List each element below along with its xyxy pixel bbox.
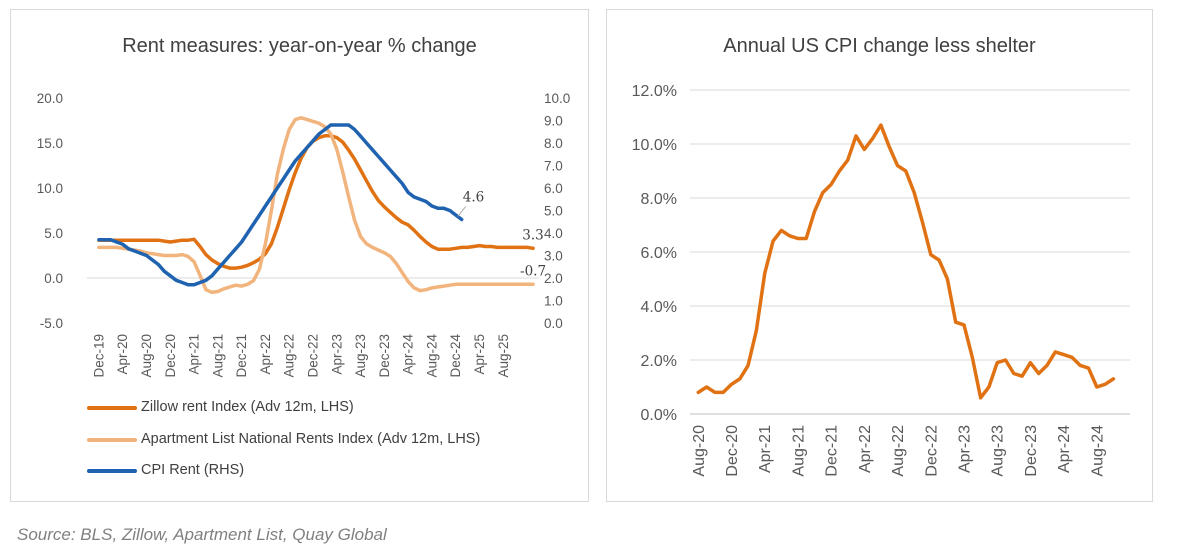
x-tick-label: Aug-23 — [353, 334, 368, 378]
y-right-tick-label: 3.0 — [544, 249, 563, 264]
legend-swatch-apartment-list — [87, 437, 137, 442]
x-tick-label: Aug-24 — [1089, 425, 1106, 477]
chart-title: Annual US CPI change less shelter — [723, 35, 1036, 57]
x-tick-label: Apr-22 — [258, 334, 273, 375]
x-tick-label: Dec-23 — [1023, 425, 1040, 477]
data-label-cpi-rent: 4.6 — [463, 190, 484, 206]
x-tick-label: Aug-21 — [790, 425, 807, 477]
data-label-leader-line — [457, 206, 467, 217]
legend-label-zillow: Zillow rent Index (Adv 12m, LHS) — [141, 399, 354, 415]
y-left-tick-label: 5.0 — [44, 226, 63, 241]
y-right-tick-label: 4.0 — [544, 226, 563, 241]
x-tick-label: Apr-23 — [956, 425, 973, 473]
x-tick-label: Aug-25 — [496, 334, 511, 378]
y-right-tick-label: 2.0 — [544, 271, 563, 286]
rent-measures-chart-panel: Rent measures: year-on-year % change 20.… — [10, 9, 589, 502]
x-tick-label: Apr-22 — [857, 425, 874, 473]
y-right-tick-label: 1.0 — [544, 294, 563, 309]
y-right-tick-label: 10.0 — [544, 91, 570, 106]
y-right-tick-label: 0.0 — [544, 316, 563, 331]
series-line-cpi-rent-rhs — [97, 123, 464, 287]
y-tick-label: 12.0% — [632, 83, 677, 100]
x-tick-label: Aug-21 — [210, 334, 225, 378]
data-label-apartment-list: -0.7 — [520, 263, 546, 279]
y-left-tick-label: 15.0 — [37, 136, 63, 151]
y-tick-label: 8.0% — [641, 191, 677, 208]
x-tick-label: Dec-21 — [824, 425, 841, 477]
y-right-tick-label: 9.0 — [544, 114, 563, 129]
rent-measures-plot: 20.0 15.0 10.0 5.0 0.0 -5.0 10.0 9.0 8.0 7.0 6.0 5.… — [37, 91, 571, 378]
x-tick-label: Dec-22 — [923, 425, 940, 477]
y-tick-label: 10.0% — [632, 137, 677, 154]
data-label-zillow: 3.3 — [522, 227, 543, 243]
cpi-less-shelter-plot: 12.0% 10.0% 8.0% 6.0% 4.0% 2.0% 0.0% Aug-20 Dec-… — [632, 83, 1130, 477]
x-tick-label: Aug-20 — [691, 425, 708, 477]
y-right-tick-label: 6.0 — [544, 181, 563, 196]
y-right-tick-label: 7.0 — [544, 159, 563, 174]
x-tick-label: Apr-21 — [757, 425, 774, 473]
legend-swatch-zillow — [87, 406, 137, 410]
y-right-tick-label: 5.0 — [544, 204, 563, 219]
source-note: Source: BLS, Zillow, Apartment List, Qua… — [17, 525, 387, 544]
x-tick-label: Aug-20 — [139, 334, 154, 378]
x-tick-label: Apr-24 — [1056, 425, 1073, 473]
x-tick-label: Dec-20 — [163, 334, 178, 378]
x-tick-label: Apr-23 — [329, 334, 344, 375]
legend-label-apartment-list: Apartment List National Rents Index (Adv… — [141, 430, 481, 447]
y-left-tick-label: 10.0 — [37, 181, 63, 196]
y-tick-label: 2.0% — [641, 353, 677, 370]
y-left-tick-label: 20.0 — [37, 91, 63, 106]
x-tick-label: Dec-24 — [448, 334, 463, 378]
x-tick-label: Apr-20 — [115, 334, 130, 375]
x-tick-label: Apr-25 — [472, 334, 487, 375]
y-tick-label: 4.0% — [641, 299, 677, 316]
y-right-tick-label: 8.0 — [544, 136, 563, 151]
x-tick-label: Dec-20 — [724, 425, 741, 477]
x-tick-label: Aug-22 — [890, 425, 907, 477]
y-left-tick-label: 0.0 — [44, 271, 63, 286]
series-line-cpi-less-shelter — [696, 123, 1116, 400]
x-tick-label: Dec-23 — [377, 334, 392, 378]
x-tick-label: Aug-23 — [990, 425, 1007, 477]
x-tick-label: Dec-21 — [234, 334, 249, 378]
x-tick-label: Dec-22 — [306, 334, 321, 378]
legend-swatch-cpi-rent — [87, 469, 137, 473]
chart-title: Rent measures: year-on-year % change — [122, 35, 477, 57]
x-tick-label: Aug-22 — [282, 334, 297, 378]
y-tick-label: 6.0% — [641, 245, 677, 262]
x-tick-label: Dec-19 — [91, 334, 106, 378]
y-tick-label: 0.0% — [641, 407, 677, 424]
x-tick-label: Aug-24 — [424, 334, 439, 378]
cpi-less-shelter-chart-panel: Annual US CPI change less shelter 12.0% 1… — [606, 9, 1153, 502]
x-tick-label: Apr-21 — [187, 334, 202, 375]
series-line-apartment-list-national-rents- — [97, 116, 535, 295]
x-tick-label: Apr-24 — [401, 334, 416, 375]
legend-label-cpi-rent: CPI Rent (RHS) — [141, 462, 245, 478]
y-left-tick-label: -5.0 — [40, 316, 63, 331]
